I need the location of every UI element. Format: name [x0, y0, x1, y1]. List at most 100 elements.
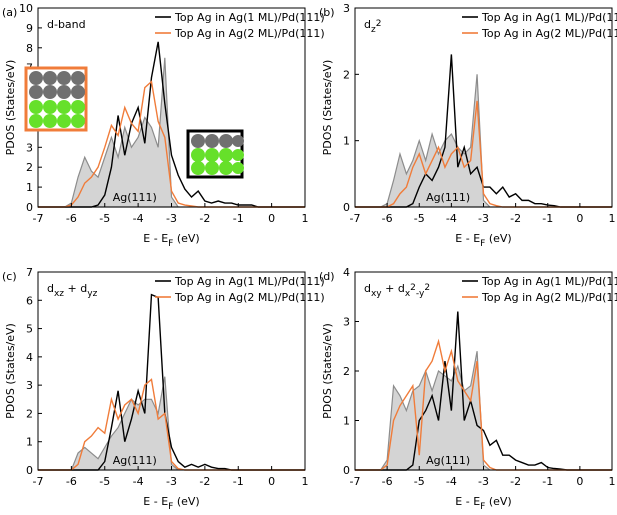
- y-tick-label: 6: [26, 294, 33, 307]
- x-axis-label-part: F: [480, 502, 485, 512]
- y-tick-label: 0: [343, 464, 350, 477]
- panel-title-part: -y: [416, 289, 425, 299]
- y-tick-label: 1: [26, 181, 33, 194]
- x-axis-label-part: E - E: [455, 232, 480, 245]
- y-tick-label: 2: [26, 161, 33, 174]
- x-tick-label: -4: [133, 475, 144, 488]
- x-tick-label: -5: [414, 475, 425, 488]
- panel: Ag(111) Top Ag in Ag(1 ML)/Pd(111) Top Ag …: [319, 266, 617, 512]
- area-label: Ag(111): [113, 191, 157, 204]
- x-tick-label: -6: [66, 475, 77, 488]
- y-tick-label: 1: [343, 135, 350, 148]
- x-tick-label: -6: [382, 475, 393, 488]
- panel: Ag(111) Top Ag in Ag(1 ML)/Pd(111) Top Ag …: [2, 2, 325, 249]
- x-tick-label: -2: [199, 475, 210, 488]
- panel-title-part: + d: [64, 282, 87, 295]
- y-axis-label: PDOS (States/eV): [4, 60, 17, 156]
- x-tick-label: 0: [576, 475, 583, 488]
- x-axis-label: E - EF (eV): [143, 495, 199, 512]
- x-tick-label: -7: [350, 475, 361, 488]
- x-tick-label: 1: [609, 212, 616, 225]
- y-tick-label: 4: [26, 351, 33, 364]
- legend-label: Top Ag in Ag(2 ML)/Pd(111): [174, 27, 325, 40]
- y-tick-label: 2: [343, 365, 350, 378]
- legend-label: Top Ag in Ag(2 ML)/Pd(111): [481, 291, 617, 304]
- y-tick-label: 4: [343, 266, 350, 279]
- x-tick-label: -1: [542, 212, 553, 225]
- panel-title: dxz + dyz: [47, 282, 98, 299]
- panel-title: dxy + dx2-y2: [364, 282, 430, 299]
- x-tick-label: -5: [414, 212, 425, 225]
- panel-title-part: yz: [87, 289, 97, 299]
- legend-label: Top Ag in Ag(1 ML)/Pd(111): [481, 11, 617, 24]
- x-axis-label: E - EF (eV): [455, 232, 511, 249]
- panel-title-part: xy: [371, 289, 382, 299]
- x-tick-label: -6: [66, 212, 77, 225]
- x-tick-label: 0: [268, 212, 275, 225]
- x-tick-label: -2: [510, 212, 521, 225]
- x-tick-label: 1: [302, 212, 309, 225]
- x-tick-label: -3: [166, 212, 177, 225]
- x-tick-label: -1: [233, 212, 244, 225]
- x-tick-label: -2: [510, 475, 521, 488]
- y-tick-label: 3: [343, 2, 350, 15]
- panel-title: dz2: [364, 18, 381, 35]
- y-tick-label: 3: [26, 379, 33, 392]
- x-tick-label: -2: [199, 212, 210, 225]
- legend-label: Top Ag in Ag(1 ML)/Pd(111): [481, 275, 617, 288]
- panel-title-part: 2: [376, 19, 382, 29]
- legend-label: Top Ag in Ag(2 ML)/Pd(111): [174, 291, 325, 304]
- x-axis-label-part: (eV): [173, 232, 199, 245]
- panel: Ag(111) Top Ag in Ag(1 ML)/Pd(111) Top Ag …: [319, 2, 617, 249]
- y-tick-label: 1: [343, 415, 350, 428]
- inset-bilayer: [24, 66, 88, 132]
- panel-label: (c): [2, 270, 17, 283]
- x-tick-label: -7: [350, 212, 361, 225]
- y-tick-label: 5: [26, 323, 33, 336]
- legend-label: Top Ag in Ag(1 ML)/Pd(111): [174, 275, 325, 288]
- y-axis-label: PDOS (States/eV): [4, 323, 17, 419]
- y-tick-label: 0: [26, 201, 33, 214]
- legend-label: Top Ag in Ag(1 ML)/Pd(111): [174, 11, 325, 24]
- x-tick-label: -3: [478, 212, 489, 225]
- area-label: Ag(111): [113, 454, 157, 467]
- y-tick-label: 3: [26, 141, 33, 154]
- y-axis-label: PDOS (States/eV): [321, 323, 334, 419]
- panel-title-part: x: [405, 289, 411, 299]
- line: [38, 293, 305, 471]
- y-tick-label: 8: [26, 42, 33, 55]
- y-tick-label: 3: [343, 316, 350, 329]
- y-tick-label: 0: [26, 464, 33, 477]
- x-tick-label: -3: [166, 475, 177, 488]
- x-axis-label-part: (eV): [485, 495, 511, 508]
- x-axis-label: E - EF (eV): [143, 232, 199, 249]
- x-tick-label: -3: [478, 475, 489, 488]
- x-tick-label: 0: [268, 475, 275, 488]
- panel-label: (d): [319, 270, 335, 283]
- x-tick-label: 1: [302, 475, 309, 488]
- panel-title-part: 2: [424, 283, 430, 293]
- x-tick-label: 0: [576, 212, 583, 225]
- x-tick-label: 1: [609, 475, 616, 488]
- panel-title-part: z: [371, 25, 376, 35]
- x-axis-label-part: E - E: [455, 495, 480, 508]
- x-tick-label: -7: [33, 475, 44, 488]
- y-tick-label: 1: [26, 436, 33, 449]
- legend-label: Top Ag in Ag(2 ML)/Pd(111): [481, 27, 617, 40]
- panel-title-part: 2: [410, 283, 416, 293]
- x-axis-label-part: (eV): [485, 232, 511, 245]
- panel-title-part: xz: [54, 289, 64, 299]
- y-axis-label: PDOS (States/eV): [321, 60, 334, 156]
- x-tick-label: -4: [446, 212, 457, 225]
- x-axis-label-part: E - E: [143, 495, 168, 508]
- x-tick-label: -1: [542, 475, 553, 488]
- inset-monolayer: [186, 129, 244, 179]
- x-tick-label: -5: [99, 475, 110, 488]
- x-axis-label-part: (eV): [173, 495, 199, 508]
- y-tick-label: 10: [19, 2, 33, 15]
- area-label: Ag(111): [426, 454, 470, 467]
- area: [38, 376, 305, 471]
- x-tick-label: -5: [99, 212, 110, 225]
- y-tick-label: 2: [343, 68, 350, 81]
